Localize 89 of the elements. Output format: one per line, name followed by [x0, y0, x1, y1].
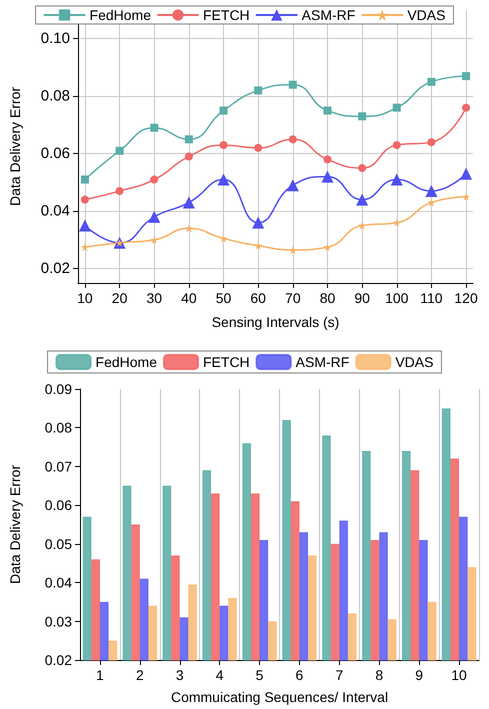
- point: [116, 146, 124, 155]
- x-tick-label: 80: [320, 290, 336, 306]
- y-tick-label: 0.08: [44, 420, 72, 436]
- point: [184, 224, 193, 232]
- x-tick-label: 8: [375, 667, 384, 683]
- x-tick-label: 6: [296, 667, 304, 683]
- point: [286, 179, 299, 192]
- x-tick-label: 90: [354, 290, 370, 306]
- legend-label: FedHome: [96, 354, 158, 370]
- y-tick-label: 0.04: [44, 574, 72, 591]
- point: [460, 168, 472, 180]
- x-tick-label: 100: [385, 290, 409, 306]
- x-axis-title: Commuicating Sequences/ Interval: [170, 689, 388, 705]
- point: [78, 220, 91, 232]
- x-axis-title: Sensing Intervals (s): [212, 314, 340, 330]
- point: [425, 185, 438, 198]
- point: [218, 174, 230, 186]
- legend-label: VDAS: [407, 7, 446, 23]
- point: [116, 187, 124, 196]
- point: [392, 104, 401, 112]
- legend-label: VDAS: [395, 354, 434, 370]
- point: [323, 243, 332, 252]
- point: [392, 218, 401, 227]
- point: [150, 124, 158, 132]
- y-tick-label: 0.02: [40, 260, 70, 278]
- x-tick-label: 10: [451, 667, 468, 683]
- y-tick-label: 0.02: [44, 652, 72, 668]
- point: [252, 216, 264, 229]
- legend-label: ASM-RF: [296, 354, 350, 370]
- point: [323, 155, 332, 164]
- x-tick-label: 20: [112, 290, 128, 306]
- y-tick-label: 0.08: [40, 88, 70, 105]
- point: [358, 164, 366, 172]
- point: [80, 196, 89, 204]
- point: [356, 194, 368, 206]
- x-tick-label: 4: [216, 667, 224, 683]
- point: [462, 104, 470, 112]
- point: [150, 176, 158, 184]
- y-tick-label: 0.10: [40, 30, 70, 48]
- y-tick-label: 0.03: [44, 613, 72, 630]
- y-tick-label: 0.04: [40, 202, 70, 220]
- point: [288, 135, 297, 144]
- x-tick-label: 2: [136, 667, 144, 683]
- point: [323, 106, 332, 115]
- point: [254, 86, 262, 94]
- point: [462, 72, 470, 80]
- y-axis-title: Data Delivery Error: [7, 464, 23, 584]
- legend-label: FETCH: [203, 354, 250, 370]
- legend-label: ASM-RF: [302, 7, 356, 23]
- point: [427, 78, 436, 86]
- point: [220, 106, 228, 115]
- x-tick-label: 30: [146, 290, 162, 306]
- x-tick-label: 7: [335, 667, 344, 683]
- point: [182, 196, 195, 209]
- point: [288, 80, 297, 89]
- x-tick-label: 1: [96, 667, 104, 683]
- y-tick-label: 0.09: [44, 381, 72, 397]
- y-tick-label: 0.06: [40, 145, 70, 162]
- point: [390, 174, 403, 186]
- legend-label: FedHome: [90, 7, 152, 23]
- y-tick-label: 0.05: [44, 536, 72, 552]
- y-tick-label: 0.06: [44, 497, 72, 514]
- point: [462, 192, 470, 201]
- x-tick-label: 9: [415, 667, 424, 683]
- x-tick-label: 70: [285, 290, 301, 306]
- x-tick-label: 5: [256, 667, 264, 683]
- x-tick-label: 10: [77, 290, 93, 306]
- y-axis-title: Data Delivery Error: [7, 86, 23, 206]
- x-tick-label: 3: [176, 667, 184, 683]
- x-tick-label: 60: [250, 290, 266, 306]
- x-tick-label: 50: [216, 290, 232, 306]
- point: [148, 210, 160, 223]
- y-tick-label: 0.07: [44, 458, 72, 474]
- point: [321, 170, 334, 183]
- point: [80, 176, 89, 184]
- x-tick-label: 110: [420, 290, 443, 306]
- point: [392, 141, 401, 150]
- point: [184, 152, 193, 161]
- point: [427, 198, 436, 207]
- point: [184, 135, 193, 144]
- point: [220, 234, 228, 242]
- point: [254, 144, 262, 152]
- legend-label: FETCH: [203, 7, 250, 23]
- point: [358, 112, 366, 120]
- point: [427, 138, 436, 146]
- point: [220, 141, 228, 150]
- x-tick-label: 120: [454, 290, 478, 306]
- x-tick-label: 40: [181, 290, 197, 306]
- point: [288, 246, 297, 254]
